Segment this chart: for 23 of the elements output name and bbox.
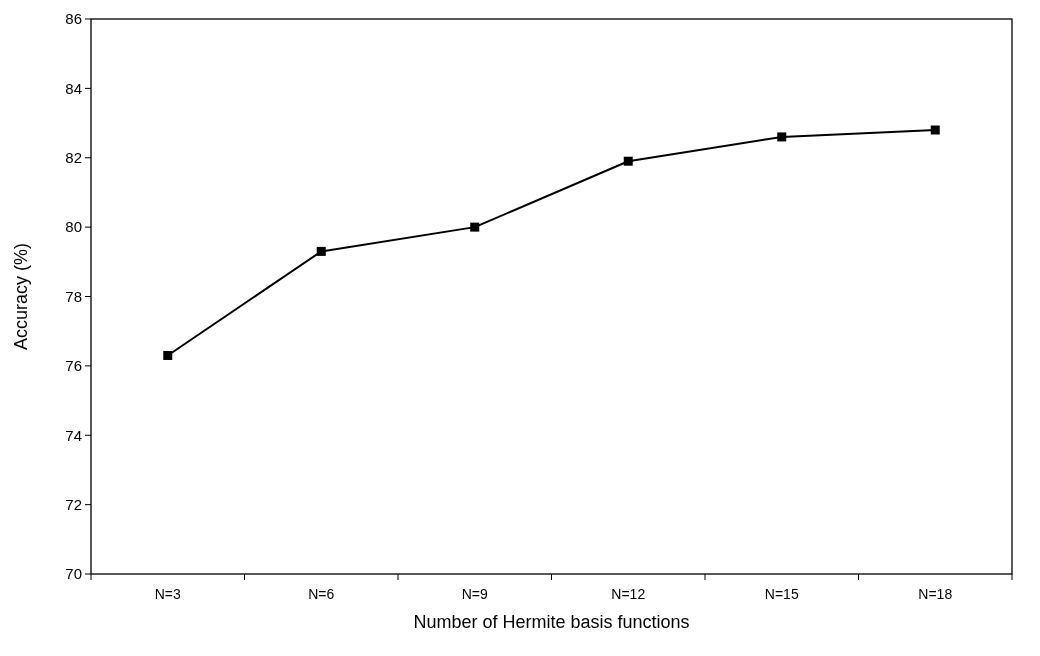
x-tick-label: N=12: [611, 586, 646, 602]
point: [777, 132, 787, 142]
y-tick-label: 74: [65, 426, 82, 444]
y-tick-label: 84: [65, 79, 82, 97]
y-tick-label: 86: [65, 10, 82, 28]
x-tick-label: N=3: [154, 586, 181, 602]
y-axis-title: Accuracy (%): [11, 242, 31, 351]
point: [316, 246, 326, 256]
y-tick-label: 70: [65, 565, 82, 583]
x-axis-title: Number of Hermite basis functions: [413, 612, 690, 632]
point: [163, 350, 173, 360]
point: [930, 125, 940, 135]
x-tick-label: N=6: [308, 586, 335, 602]
x-tick-label: N=15: [764, 586, 799, 602]
y-tick-label: 72: [65, 495, 82, 513]
x-tick-label: N=18: [918, 586, 953, 602]
y-tick-label: 80: [65, 218, 82, 236]
y-tick-label: 76: [65, 357, 82, 375]
x-tick-label: N=9: [461, 586, 488, 602]
point: [623, 156, 633, 166]
y-tick-label: 78: [65, 287, 82, 305]
y-tick-label: 82: [65, 149, 82, 166]
point: [470, 222, 480, 232]
